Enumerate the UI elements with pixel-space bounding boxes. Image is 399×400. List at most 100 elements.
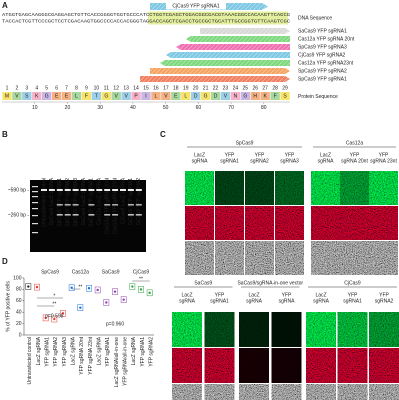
residue: L xyxy=(155,94,158,100)
aa-number: 2 xyxy=(16,85,19,91)
dot xyxy=(87,287,91,290)
x-tick-label: YFP sgRNA1 xyxy=(44,337,50,367)
micrograph xyxy=(215,206,244,240)
dot xyxy=(113,290,117,293)
group-header: Cas12a xyxy=(346,140,363,146)
micrograph xyxy=(275,171,304,205)
micrograph xyxy=(271,312,302,347)
column-label: sgRNA3 xyxy=(280,158,299,164)
x-tick-label: YFP sgRNA 23nt xyxy=(88,336,94,374)
micrograph xyxy=(340,206,369,240)
micrograph xyxy=(204,312,235,347)
column-label: LacZ xyxy=(315,292,326,298)
lane-label: SaCas9 LacZ sgRNA xyxy=(81,177,87,225)
column-label: sgRNA1 xyxy=(343,298,362,304)
guide-arrow-hatch xyxy=(150,68,290,74)
dna-strand: ATGGTGAGCAAGGGCGAGGAGCTGTTCACCGGGGTGGTGC… xyxy=(2,13,291,18)
column-label: LacZ xyxy=(320,152,331,158)
size-marker: ~260 bp - xyxy=(8,212,30,218)
column-label: sgRNA xyxy=(246,298,263,304)
gel-band xyxy=(56,189,63,191)
micrograph xyxy=(311,171,340,205)
column-label: YFP xyxy=(282,292,292,298)
guide-arrow-hatch xyxy=(200,28,290,34)
aa-number: 24 xyxy=(233,85,239,91)
aa-number: 25 xyxy=(243,85,249,91)
residue-box xyxy=(190,92,201,100)
gel-band xyxy=(127,189,134,191)
aa-number: 19 xyxy=(183,85,189,91)
x-tick-label: YFP sgRNA2 xyxy=(53,337,59,367)
lane-label: Untransfected Control xyxy=(41,178,47,227)
aa-number: 11 xyxy=(104,85,109,91)
micrograph xyxy=(204,384,235,400)
guide-arrow-hatch xyxy=(186,36,290,42)
residue-box xyxy=(200,92,211,100)
residue: G xyxy=(45,94,49,100)
aa-number: 1 xyxy=(6,85,9,91)
aa-number: 14 xyxy=(133,85,139,91)
gel-band xyxy=(56,214,63,216)
x-tick-label: LacZ sgRNA xyxy=(96,336,102,365)
x-tick-label: YFP sgRNA 20nt xyxy=(79,336,85,374)
micrograph xyxy=(271,348,302,383)
aa-number: 12 xyxy=(113,85,119,91)
lane-label: Cas12a LacZ sgRNA xyxy=(97,177,103,225)
x-tick-label: YFP sgRNA1 xyxy=(140,337,146,367)
dot xyxy=(105,301,108,304)
x-tick-label: YFP sgRNA3 xyxy=(62,337,68,367)
y-axis-label: % of YFP positive cells xyxy=(5,281,11,332)
residue: T xyxy=(95,94,98,100)
ruler-label: 30 xyxy=(97,105,103,111)
guide-label: CjCas9 YFP sgRNA1 xyxy=(172,4,220,10)
residue: G xyxy=(243,94,247,100)
micrograph xyxy=(340,241,369,275)
micrograph xyxy=(306,384,336,400)
gel-band xyxy=(41,189,47,191)
micrograph xyxy=(185,171,214,205)
y-tick-label: 100 xyxy=(13,275,22,281)
residue: V xyxy=(164,94,168,100)
panel-label: A xyxy=(2,1,8,10)
residue-box xyxy=(2,92,12,100)
ruler-label: 50 xyxy=(163,105,169,111)
panel-label: D xyxy=(2,257,8,266)
lane-label: SpCas9 LacZ sgRNA xyxy=(49,177,55,225)
group-header: CjCas9 xyxy=(344,280,361,286)
panel-label: C xyxy=(160,130,166,139)
ladder-band xyxy=(32,196,38,198)
y-tick-label: 40 xyxy=(16,310,22,316)
residue: V xyxy=(124,94,128,100)
gel-band xyxy=(64,189,71,191)
annotation: p=0.598 xyxy=(45,313,63,319)
residue: K xyxy=(35,94,39,100)
ruler-label: 60 xyxy=(196,105,202,111)
y-tick-label: 20 xyxy=(16,321,22,327)
dot xyxy=(44,316,47,320)
dot xyxy=(122,298,125,301)
residue: M xyxy=(5,94,9,100)
residue: L xyxy=(75,94,78,100)
micrograph xyxy=(204,348,235,383)
x-tick-label: YFP sgRNA2 xyxy=(148,337,154,367)
dna-highlight xyxy=(148,11,288,25)
box xyxy=(103,299,110,306)
residue-box xyxy=(111,92,121,100)
group-label: SaCas9 xyxy=(102,269,120,275)
column-label: sgRNA1 xyxy=(210,298,229,304)
guide-label: SpCas9 YFP sgRNA1 xyxy=(298,77,347,83)
aa-number: 26 xyxy=(252,85,258,91)
residue: E xyxy=(55,94,59,100)
dot xyxy=(35,285,39,289)
aa-number: 22 xyxy=(213,85,219,91)
micrograph xyxy=(369,241,398,275)
residue-box xyxy=(12,92,22,100)
column-label: YFP xyxy=(379,292,389,298)
micrograph xyxy=(369,206,398,240)
size-marker: ~590 bp - xyxy=(8,187,30,193)
micrograph xyxy=(340,171,369,205)
column-label: YFP xyxy=(255,152,265,158)
gel-band xyxy=(96,189,103,191)
guide-label: Cas12a YFP sgRNA 20nt xyxy=(298,37,355,43)
micrograph xyxy=(369,312,399,347)
